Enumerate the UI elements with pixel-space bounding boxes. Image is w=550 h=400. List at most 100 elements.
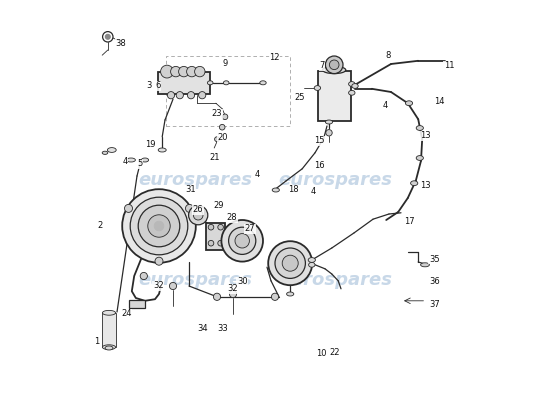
Text: eurospares: eurospares [138, 271, 252, 289]
Text: 13: 13 [420, 182, 430, 190]
Circle shape [148, 215, 170, 237]
Circle shape [194, 210, 203, 220]
Ellipse shape [260, 81, 266, 85]
Text: eurospares: eurospares [138, 171, 252, 189]
Circle shape [326, 130, 332, 136]
Circle shape [222, 220, 263, 262]
Text: 35: 35 [429, 255, 439, 264]
Circle shape [271, 293, 279, 300]
Ellipse shape [314, 86, 321, 90]
Circle shape [155, 257, 163, 265]
Text: 23: 23 [212, 110, 222, 118]
Circle shape [329, 60, 339, 70]
Text: 17: 17 [404, 218, 414, 226]
Text: 3: 3 [146, 82, 152, 90]
Circle shape [186, 66, 197, 77]
Circle shape [106, 34, 110, 39]
Circle shape [122, 189, 196, 263]
Text: 27: 27 [245, 224, 256, 233]
Circle shape [179, 66, 189, 77]
Text: 12: 12 [269, 54, 279, 62]
Circle shape [282, 255, 298, 271]
Text: 24: 24 [121, 310, 131, 318]
Text: 1: 1 [95, 338, 100, 346]
Text: 14: 14 [434, 98, 445, 106]
Text: 11: 11 [444, 62, 454, 70]
Circle shape [229, 227, 256, 254]
Circle shape [169, 282, 177, 290]
Circle shape [268, 241, 312, 285]
Circle shape [130, 197, 188, 255]
Text: 4: 4 [310, 188, 316, 196]
Circle shape [188, 92, 195, 99]
Text: 10: 10 [316, 350, 326, 358]
Circle shape [219, 124, 225, 130]
Ellipse shape [102, 151, 108, 154]
Circle shape [229, 290, 236, 298]
Ellipse shape [272, 188, 279, 192]
Text: 32: 32 [153, 282, 163, 290]
Text: 32: 32 [228, 284, 238, 293]
Ellipse shape [158, 148, 166, 152]
Ellipse shape [107, 148, 116, 152]
Text: 18: 18 [288, 186, 298, 194]
Circle shape [140, 272, 147, 280]
Circle shape [218, 224, 223, 230]
Circle shape [170, 66, 181, 77]
Text: 36: 36 [429, 278, 439, 286]
Circle shape [208, 240, 214, 246]
Bar [206, 223, 226, 250]
Circle shape [195, 66, 205, 77]
Text: 8: 8 [385, 51, 390, 60]
Ellipse shape [105, 346, 113, 350]
Circle shape [154, 221, 164, 231]
Ellipse shape [102, 345, 116, 350]
Ellipse shape [349, 82, 355, 86]
Ellipse shape [405, 101, 412, 106]
Circle shape [214, 137, 219, 142]
Text: eurospares: eurospares [278, 271, 392, 289]
Ellipse shape [421, 263, 430, 267]
Circle shape [138, 205, 180, 247]
Text: 2: 2 [97, 222, 102, 230]
Ellipse shape [411, 181, 418, 186]
Text: 20: 20 [217, 134, 228, 142]
Text: 31: 31 [185, 186, 195, 194]
Circle shape [161, 65, 173, 78]
Ellipse shape [326, 120, 333, 124]
Ellipse shape [349, 90, 355, 95]
Text: 28: 28 [227, 214, 237, 222]
Bar [318, 71, 350, 121]
Text: 16: 16 [315, 162, 325, 170]
Ellipse shape [416, 156, 424, 160]
Circle shape [222, 114, 228, 120]
Text: 19: 19 [145, 140, 156, 149]
Text: 34: 34 [197, 324, 207, 333]
Text: 4: 4 [254, 170, 260, 178]
Ellipse shape [223, 81, 229, 85]
Circle shape [189, 206, 208, 225]
Text: 37: 37 [429, 300, 439, 309]
Ellipse shape [102, 310, 116, 315]
Bar [129, 300, 145, 308]
Circle shape [124, 204, 133, 212]
Circle shape [213, 293, 221, 300]
Ellipse shape [207, 81, 213, 85]
Ellipse shape [416, 126, 424, 130]
Text: 29: 29 [213, 202, 223, 210]
Circle shape [185, 204, 194, 212]
Bar [102, 313, 116, 347]
Text: 4: 4 [122, 158, 128, 166]
Text: 38: 38 [116, 39, 127, 48]
Ellipse shape [352, 84, 358, 88]
Ellipse shape [308, 258, 315, 262]
Circle shape [218, 240, 223, 246]
Text: 5: 5 [138, 160, 143, 168]
Text: 22: 22 [329, 348, 339, 357]
Circle shape [208, 224, 214, 230]
Text: 30: 30 [237, 278, 248, 286]
Circle shape [275, 248, 305, 278]
Text: 26: 26 [193, 206, 204, 214]
Ellipse shape [287, 292, 294, 296]
Ellipse shape [141, 158, 148, 162]
